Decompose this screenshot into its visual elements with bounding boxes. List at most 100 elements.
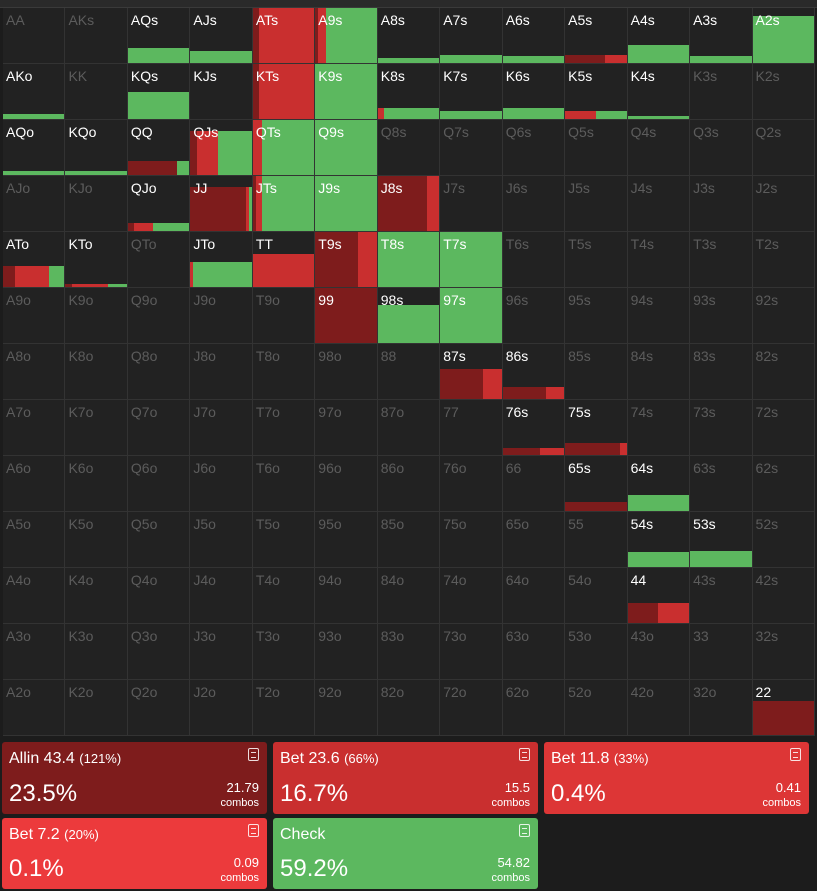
hand-cell[interactable]: 98s xyxy=(377,288,441,344)
hand-cell[interactable]: K2o xyxy=(65,680,128,736)
hand-cell[interactable]: K5s xyxy=(565,64,628,120)
action-card[interactable]: Bet 7.2 (20%) 0.1% 0.09 combos xyxy=(2,818,267,889)
hand-cell[interactable]: A2s xyxy=(752,8,815,64)
hand-cell[interactable]: J8o xyxy=(190,344,253,400)
hand-cell[interactable]: 43s xyxy=(690,568,753,624)
hand-cell[interactable]: Q9s xyxy=(315,120,378,176)
hand-cell[interactable]: 92s xyxy=(752,288,815,344)
hand-cell[interactable]: A7s xyxy=(440,8,503,64)
hand-cell[interactable]: J3o xyxy=(190,624,253,680)
hand-cell[interactable]: A8o xyxy=(3,344,66,400)
hand-cell[interactable]: J9s xyxy=(315,176,378,232)
hand-cell[interactable]: T8s xyxy=(377,232,441,288)
hand-cell[interactable]: J6s xyxy=(502,176,566,232)
hand-cell[interactable]: QJs xyxy=(190,120,253,176)
hand-cell[interactable]: Q5s xyxy=(565,120,628,176)
hand-cell[interactable]: A9o xyxy=(3,288,66,344)
hand-cell[interactable]: 96s xyxy=(502,288,566,344)
hand-cell[interactable]: 44 xyxy=(627,568,691,624)
hand-cell[interactable]: Q7s xyxy=(440,120,503,176)
hand-cell[interactable]: 94o xyxy=(315,568,378,624)
hand-cell[interactable]: ATo xyxy=(3,232,66,288)
hand-cell[interactable]: T7o xyxy=(252,400,316,456)
hand-cell[interactable]: A3s xyxy=(690,8,753,64)
hand-cell[interactable]: T8o xyxy=(252,344,316,400)
hand-cell[interactable]: K3o xyxy=(65,624,128,680)
hand-cell[interactable]: J9o xyxy=(190,288,253,344)
hand-cell[interactable]: 75o xyxy=(440,512,503,568)
hand-cell[interactable]: QTo xyxy=(127,232,191,288)
hand-cell[interactable]: A5s xyxy=(565,8,628,64)
hand-cell[interactable]: 65o xyxy=(502,512,566,568)
hand-cell[interactable]: 75s xyxy=(565,400,628,456)
hand-cell[interactable]: T9o xyxy=(252,288,316,344)
hand-cell[interactable]: 74o xyxy=(440,568,503,624)
hand-cell[interactable]: 65s xyxy=(565,456,628,512)
hand-cell[interactable]: 93s xyxy=(690,288,753,344)
hand-cell[interactable]: Q9o xyxy=(127,288,191,344)
hand-cell[interactable]: J3s xyxy=(690,176,753,232)
hand-cell[interactable]: K3s xyxy=(690,64,753,120)
hand-cell[interactable]: 72o xyxy=(440,680,503,736)
hand-cell[interactable]: A6o xyxy=(3,456,66,512)
hand-cell[interactable]: 64s xyxy=(627,456,691,512)
hand-cell[interactable]: Q4s xyxy=(627,120,691,176)
hand-cell[interactable]: 63s xyxy=(690,456,753,512)
notes-icon[interactable] xyxy=(248,748,259,761)
hand-cell[interactable]: T7s xyxy=(440,232,503,288)
action-card[interactable]: Check 59.2% 54.82 combos xyxy=(273,818,538,889)
hand-cell[interactable]: K4o xyxy=(65,568,128,624)
hand-cell[interactable]: A7o xyxy=(3,400,66,456)
hand-cell[interactable]: A6s xyxy=(502,8,566,64)
hand-cell[interactable]: 32s xyxy=(752,624,815,680)
hand-cell[interactable]: 73o xyxy=(440,624,503,680)
hand-cell[interactable]: 86s xyxy=(502,344,566,400)
hand-cell[interactable]: KJs xyxy=(190,64,253,120)
hand-cell[interactable]: K7s xyxy=(440,64,503,120)
hand-cell[interactable]: T3s xyxy=(690,232,753,288)
hand-cell[interactable]: 97s xyxy=(440,288,503,344)
hand-cell[interactable]: A3o xyxy=(3,624,66,680)
hand-cell[interactable]: KQs xyxy=(127,64,191,120)
hand-cell[interactable]: QJo xyxy=(127,176,191,232)
hand-cell[interactable]: 22 xyxy=(752,680,815,736)
hand-cell[interactable]: ATs xyxy=(252,8,316,64)
hand-cell[interactable]: A4s xyxy=(627,8,691,64)
hand-cell[interactable]: 98o xyxy=(315,344,378,400)
hand-cell[interactable]: 53o xyxy=(565,624,628,680)
hand-cell[interactable]: Q3s xyxy=(690,120,753,176)
hand-cell[interactable]: 74s xyxy=(627,400,691,456)
hand-cell[interactable]: J2s xyxy=(752,176,815,232)
hand-cell[interactable]: J2o xyxy=(190,680,253,736)
hand-cell[interactable]: KQo xyxy=(65,120,128,176)
hand-cell[interactable]: K9s xyxy=(315,64,378,120)
hand-cell[interactable]: A5o xyxy=(3,512,66,568)
hand-cell[interactable]: K8s xyxy=(377,64,441,120)
hand-cell[interactable]: J5s xyxy=(565,176,628,232)
hand-cell[interactable]: A9s xyxy=(315,8,378,64)
hand-cell[interactable]: T9s xyxy=(315,232,378,288)
hand-cell[interactable]: 88 xyxy=(377,344,441,400)
hand-cell[interactable]: K6o xyxy=(65,456,128,512)
hand-cell[interactable]: 94s xyxy=(627,288,691,344)
hand-cell[interactable]: J6o xyxy=(190,456,253,512)
hand-cell[interactable]: T4s xyxy=(627,232,691,288)
hand-cell[interactable]: 93o xyxy=(315,624,378,680)
hand-cell[interactable]: 82o xyxy=(377,680,441,736)
hand-cell[interactable]: 52o xyxy=(565,680,628,736)
hand-cell[interactable]: AA xyxy=(3,8,66,64)
hand-cell[interactable]: 53s xyxy=(690,512,753,568)
hand-cell[interactable]: J8s xyxy=(377,176,441,232)
hand-cell[interactable]: Q8o xyxy=(127,344,191,400)
hand-cell[interactable]: K6s xyxy=(502,64,566,120)
hand-cell[interactable]: 54s xyxy=(627,512,691,568)
hand-cell[interactable]: KTo xyxy=(65,232,128,288)
hand-cell[interactable]: 85s xyxy=(565,344,628,400)
hand-cell[interactable]: J7s xyxy=(440,176,503,232)
hand-cell[interactable]: K2s xyxy=(752,64,815,120)
hand-cell[interactable]: 43o xyxy=(627,624,691,680)
hand-cell[interactable]: 62s xyxy=(752,456,815,512)
hand-cell[interactable]: AJo xyxy=(3,176,66,232)
hand-cell[interactable]: 95s xyxy=(565,288,628,344)
hand-cell[interactable]: 73s xyxy=(690,400,753,456)
